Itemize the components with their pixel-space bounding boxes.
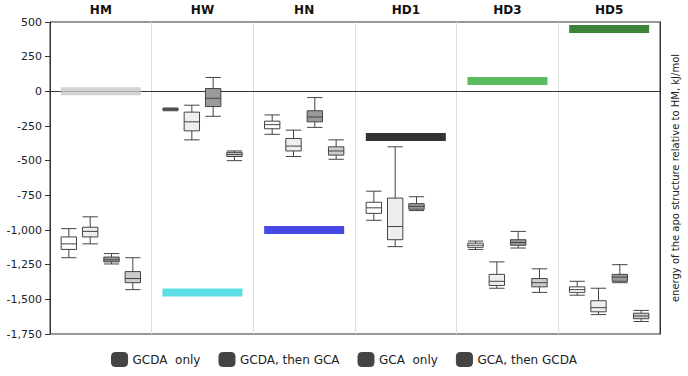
svg-text:HD5: HD5 <box>595 3 623 17</box>
svg-text:-750: -750 <box>17 189 42 202</box>
svg-text:GCA, then GCDA: GCA, then GCDA <box>477 353 577 367</box>
svg-text:-1,000: -1,000 <box>7 224 42 237</box>
svg-text:GCA only: GCA only <box>379 353 438 367</box>
svg-text:-1,250: -1,250 <box>7 258 42 271</box>
svg-text:energy of the apo structure re: energy of the apo structure relative to … <box>670 54 681 302</box>
svg-text:HM: HM <box>90 3 112 17</box>
svg-text:0: 0 <box>35 85 42 98</box>
svg-text:HW: HW <box>191 3 214 17</box>
svg-text:GCDA only: GCDA only <box>133 353 201 367</box>
svg-text:-500: -500 <box>17 154 42 167</box>
svg-text:-1,500: -1,500 <box>7 293 42 306</box>
svg-text:GCDA, then GCA: GCDA, then GCA <box>240 353 340 367</box>
svg-text:-250: -250 <box>17 120 42 133</box>
svg-text:500: 500 <box>21 16 42 29</box>
svg-text:HD3: HD3 <box>493 3 521 17</box>
svg-text:-1,750: -1,750 <box>7 328 42 341</box>
svg-text:250: 250 <box>21 50 42 63</box>
svg-text:HN: HN <box>294 3 314 17</box>
svg-text:HD1: HD1 <box>392 3 420 17</box>
